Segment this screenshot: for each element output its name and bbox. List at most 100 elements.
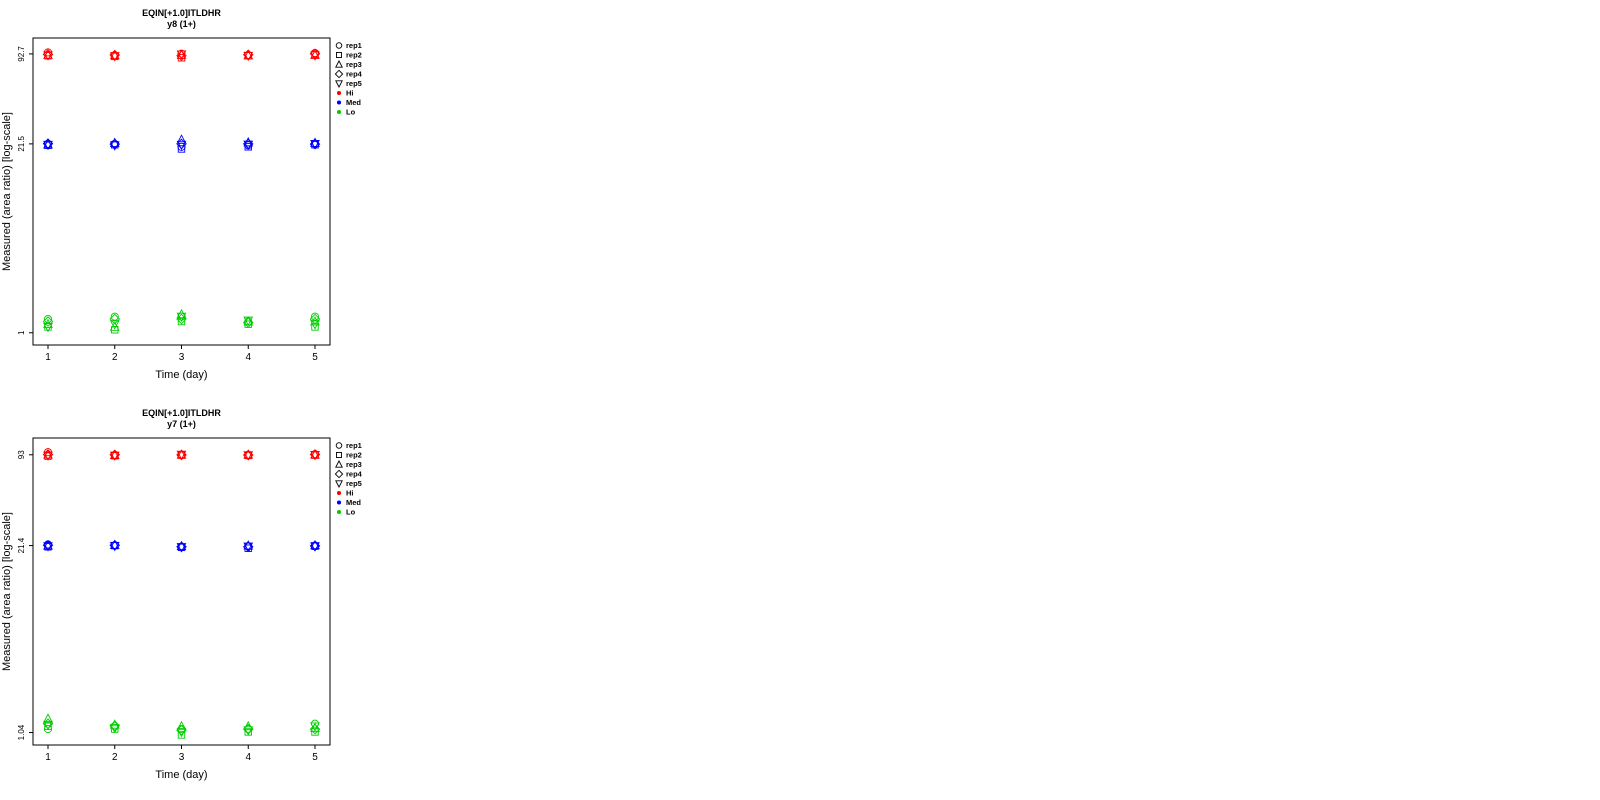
x-axis-title: Time (day) [155, 369, 207, 381]
data-point [43, 314, 53, 324]
data-point [176, 308, 187, 319]
data-point [110, 312, 119, 321]
chart-title: EQIN[+1.0]ITLDHR [142, 408, 221, 418]
x-tick-label: 3 [179, 352, 185, 363]
data-point [109, 141, 120, 151]
x-tick-label: 1 [45, 752, 51, 763]
data-point [310, 312, 320, 321]
data-point [309, 313, 321, 325]
y-tick-label: 93 [17, 450, 26, 459]
legend-label: Med [346, 98, 361, 107]
legend-label: rep1 [346, 441, 362, 450]
y-tick-label: 21.4 [17, 537, 26, 553]
x-tick-label: 1 [45, 352, 51, 363]
chart-panels: EQIN[+1.0]ITLDHR y8 (1+) 1 2 3 4 5 Time (day) 1 2… [0, 0, 400, 781]
legend-label: Med [346, 498, 361, 507]
data-point [176, 50, 187, 60]
legend-label: Hi [346, 89, 354, 98]
plot-box [32, 37, 331, 346]
data-point [109, 137, 120, 147]
data-point [176, 312, 187, 323]
legend-label: rep5 [346, 79, 362, 88]
legend-label: rep1 [346, 41, 362, 50]
x-tick-label: 2 [112, 352, 118, 363]
data-point [177, 317, 186, 326]
legend-label: Lo [346, 108, 356, 117]
chart-title: EQIN[+1.0]ITLDHR [142, 8, 221, 18]
legend-label: rep2 [346, 451, 362, 460]
x-tick-label: 5 [312, 752, 318, 763]
data-point [310, 320, 320, 330]
data-point [243, 140, 254, 150]
data-point [242, 317, 254, 328]
data-point [176, 134, 187, 144]
legend-label: Hi [346, 489, 354, 498]
x-axis-title: Time (day) [155, 769, 207, 781]
chart-panel-2: EQIN[+1.0]ITLDHR y7 (1+) 1 2 3 4 5 Time (day) 1.… [0, 400, 400, 800]
legend-rep2-marker [336, 52, 342, 58]
data-point [43, 51, 53, 61]
legend-rep1-marker [335, 442, 343, 449]
data-point [42, 316, 54, 327]
data-point [244, 143, 252, 151]
chart-subtitle: y7 (1+) [167, 419, 196, 429]
chart-subtitle: y8 (1+) [167, 19, 196, 29]
legend-rep3-marker [335, 60, 343, 68]
legend-Lo-marker [336, 509, 342, 515]
legend-rep4-marker [334, 469, 344, 479]
y-axis-title: Measured (area ratio) [log-scale] [1, 112, 13, 271]
y-tick-label: 92.7 [17, 46, 26, 62]
legend-rep3-marker [335, 460, 343, 468]
x-tick-label: 4 [245, 752, 251, 763]
legend-rep5-marker [335, 480, 343, 488]
legend-label: rep4 [346, 70, 363, 79]
legend-rep5-marker [335, 80, 343, 88]
data-point [109, 320, 120, 330]
data-point [109, 49, 120, 60]
x-tick-label: 5 [312, 352, 318, 363]
data-point [243, 316, 254, 327]
legend-rep4-marker [334, 69, 344, 79]
legend-label: rep2 [346, 51, 362, 60]
legend-label: rep4 [346, 470, 363, 479]
legend-Hi-marker [336, 90, 342, 96]
data-point [176, 50, 187, 62]
data-point [111, 326, 119, 334]
x-tick-label: 4 [245, 352, 251, 363]
data-point [109, 321, 120, 331]
data-point [109, 52, 120, 62]
plot-box [32, 437, 331, 746]
data-point [43, 140, 53, 151]
legend-label: rep3 [346, 460, 362, 469]
figure: EQIN[+1.0]ITLDHR y8 (1+) 1 2 3 4 5 Time (day) 1 2… [0, 0, 400, 781]
legend-Lo-marker [336, 109, 342, 115]
data-point [177, 54, 186, 62]
legend-label: rep3 [346, 60, 362, 69]
y-tick-label: 21.5 [17, 136, 26, 152]
data-point [310, 140, 320, 150]
legend-label: Lo [346, 508, 356, 517]
data-point [243, 51, 254, 62]
data-point [109, 313, 121, 325]
legend-rep1-marker [335, 42, 343, 49]
y-tick-label: 1 [17, 330, 26, 335]
y-axis-title: Measured (area ratio) [log-scale] [1, 512, 13, 671]
x-tick-label: 3 [179, 752, 185, 763]
data-point [43, 323, 53, 333]
legend-label: rep5 [346, 479, 362, 488]
chart-panel-1: EQIN[+1.0]ITLDHR y8 (1+) 1 2 3 4 5 Time (day) 1 2… [0, 0, 400, 400]
data-point [176, 313, 187, 325]
data-point [310, 51, 320, 61]
legend-rep2-marker [336, 452, 342, 458]
y-tick-label: 1.04 [17, 724, 26, 740]
data-point [177, 145, 186, 153]
data-point [310, 137, 320, 147]
x-tick-label: 2 [112, 752, 118, 763]
legend-Med-marker [336, 100, 342, 105]
data-point [176, 140, 187, 151]
legend-Med-marker [336, 500, 342, 505]
legend-Hi-marker [336, 490, 342, 496]
data-point [243, 136, 254, 147]
